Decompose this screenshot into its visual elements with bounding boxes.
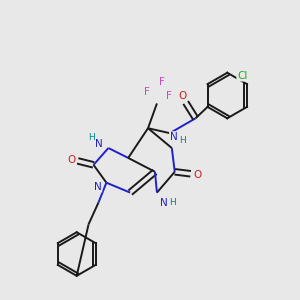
Text: N: N: [94, 182, 101, 192]
Text: F: F: [159, 76, 165, 87]
Text: O: O: [68, 155, 76, 165]
Text: F: F: [166, 91, 172, 100]
Text: H: H: [179, 136, 186, 145]
Text: O: O: [178, 91, 187, 100]
Text: N: N: [170, 132, 178, 142]
Text: H: H: [88, 133, 94, 142]
Text: N: N: [160, 197, 168, 208]
Text: N: N: [95, 139, 102, 149]
Text: O: O: [194, 170, 202, 180]
Text: F: F: [144, 86, 150, 97]
Text: Cl: Cl: [237, 71, 248, 81]
Text: H: H: [169, 198, 175, 207]
